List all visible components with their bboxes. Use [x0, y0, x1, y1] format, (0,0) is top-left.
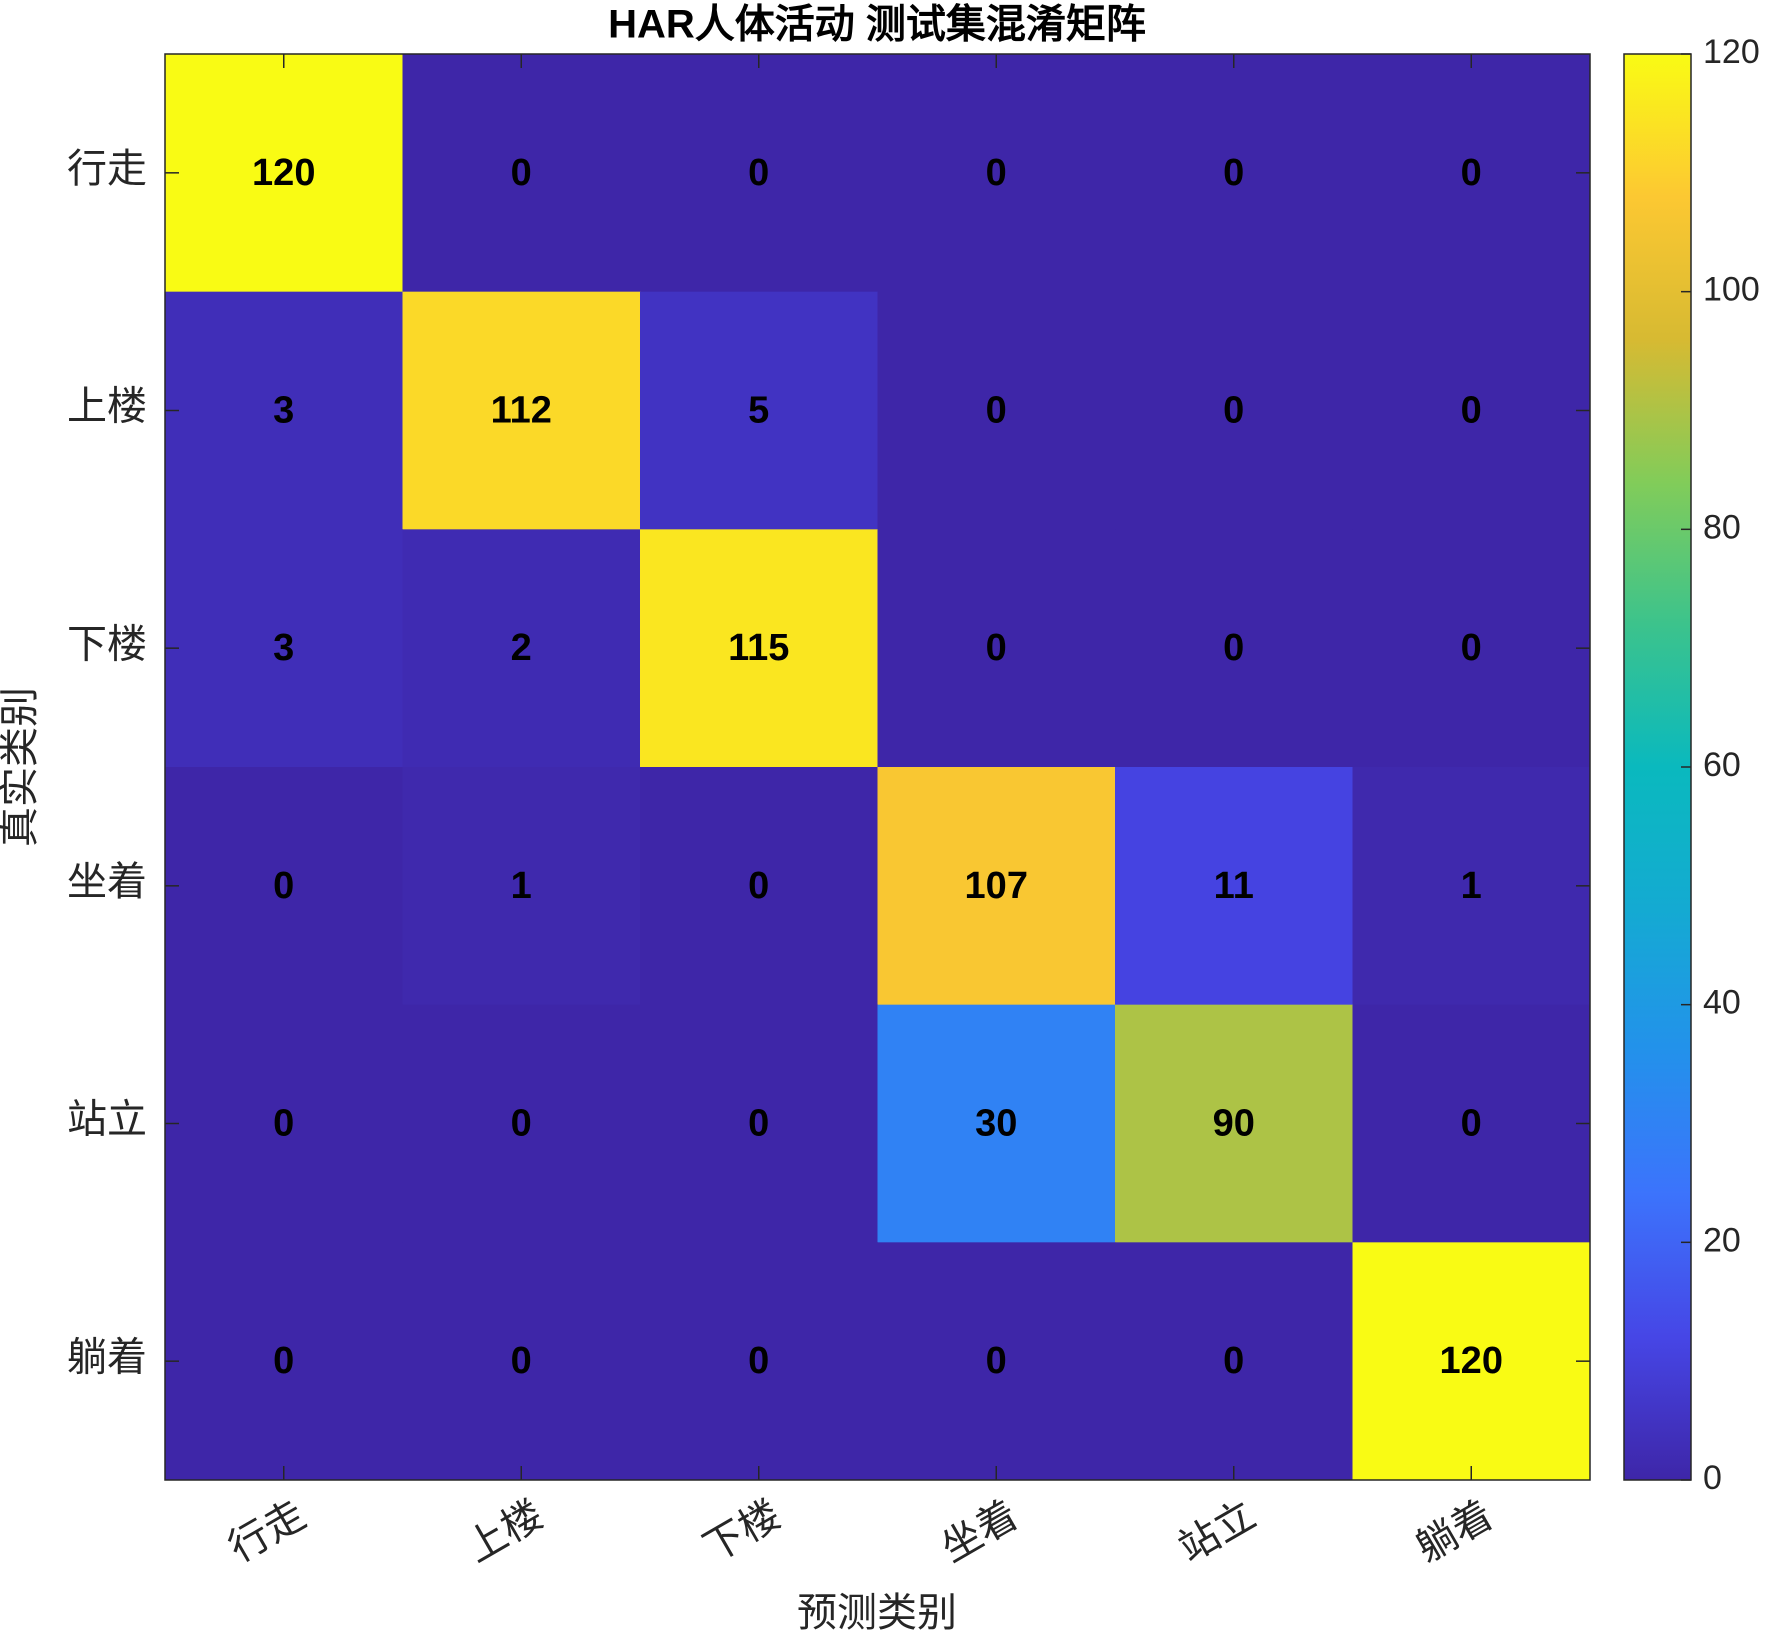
heatmap-cell — [1115, 529, 1353, 768]
heatmap-cell — [402, 291, 641, 530]
cell-label: 11 — [1214, 865, 1254, 907]
heatmap-cell — [877, 1242, 1116, 1481]
heatmap-cell — [165, 1004, 403, 1243]
cell-label: 0 — [273, 1103, 294, 1145]
heatmap-cell — [640, 1004, 878, 1243]
cell-label: 120 — [252, 152, 315, 194]
cell-label: 0 — [748, 865, 769, 907]
heatmap-cell — [165, 1242, 403, 1481]
heatmap-cell — [402, 1004, 641, 1243]
cell-label: 0 — [1223, 390, 1244, 432]
colorbar — [1623, 53, 1692, 1481]
cell-label: 0 — [511, 1340, 532, 1382]
colorbar-tick-label: 20 — [1703, 1221, 1741, 1259]
cell-label: 3 — [273, 627, 294, 669]
heatmap-cell — [1352, 767, 1591, 1006]
heatmap-cell — [1352, 54, 1591, 293]
heatmap-cell — [402, 529, 641, 768]
cell-label: 0 — [986, 1340, 1007, 1382]
heatmap-cell — [877, 529, 1116, 768]
cell-label: 0 — [273, 865, 294, 907]
y-tick-label: 上楼 — [67, 384, 147, 429]
y-tick-label: 行走 — [67, 146, 147, 191]
x-tick-label: 站立 — [1171, 1492, 1263, 1571]
cell-label: 0 — [1461, 152, 1482, 194]
heatmap-cell — [165, 54, 403, 293]
heatmap-cell — [165, 529, 403, 768]
heatmap-cell — [640, 1242, 878, 1481]
heatmap-cell — [1115, 1004, 1353, 1243]
cell-label: 0 — [511, 1103, 532, 1145]
heatmap-cell — [1352, 1242, 1591, 1481]
cell-label: 107 — [965, 865, 1028, 907]
heatmap-cell — [1115, 291, 1353, 530]
cell-label: 112 — [491, 390, 552, 432]
cell-label: 0 — [748, 1103, 769, 1145]
y-tick-label: 躺着 — [67, 1334, 147, 1379]
cell-label: 0 — [1223, 627, 1244, 669]
heatmap-cell — [402, 767, 641, 1006]
heatmap-cell — [402, 1242, 641, 1481]
y-axis-label: 真实类别 — [0, 687, 42, 847]
cell-label: 3 — [273, 390, 294, 432]
plot-frame — [164, 53, 1591, 1481]
heatmap-cell — [640, 767, 878, 1006]
cell-label: 1 — [1461, 865, 1482, 907]
colorbar-tick-label: 100 — [1703, 271, 1760, 309]
cell-label: 0 — [511, 152, 532, 194]
cell-label: 0 — [1461, 627, 1482, 669]
heatmap-cell — [1352, 1004, 1591, 1243]
cell-label: 0 — [748, 1340, 769, 1382]
heatmap-cell — [877, 1004, 1116, 1243]
cell-label: 0 — [273, 1340, 294, 1382]
heatmap-cell — [165, 291, 403, 530]
cell-label: 0 — [1461, 1103, 1482, 1145]
y-tick-label: 站立 — [67, 1097, 147, 1142]
cell-label: 0 — [1461, 390, 1482, 432]
heatmap-cell — [640, 529, 878, 768]
cell-label: 0 — [1223, 152, 1244, 194]
x-tick-label: 下楼 — [696, 1492, 788, 1571]
y-tick-label: 下楼 — [67, 621, 147, 666]
cell-label: 120 — [1440, 1340, 1503, 1382]
x-tick-label: 上楼 — [459, 1492, 551, 1571]
x-axis-label: 预测类别 — [797, 1590, 957, 1635]
cell-label: 0 — [986, 390, 1007, 432]
cell-label: 0 — [748, 152, 769, 194]
chart-title: HAR人体活动 测试集混淆矩阵 — [608, 3, 1146, 47]
heatmap-cell — [640, 291, 878, 530]
colorbar-tick-label: 80 — [1703, 508, 1741, 546]
heatmap-cell — [1352, 291, 1591, 530]
cell-label: 90 — [1213, 1103, 1255, 1145]
colorbar-tick-label: 60 — [1703, 746, 1741, 784]
heatmap-cell — [402, 54, 641, 293]
heatmap-cell — [877, 767, 1116, 1006]
cell-label: 30 — [975, 1103, 1017, 1145]
heatmap-cell — [1115, 1242, 1353, 1481]
x-tick-label: 躺着 — [1409, 1492, 1501, 1571]
x-tick-label: 行走 — [221, 1492, 313, 1571]
heatmap-cell — [877, 291, 1116, 530]
heatmap-cell — [1115, 54, 1353, 293]
heatmap-cell — [640, 54, 878, 293]
cell-label: 0 — [986, 627, 1007, 669]
cell-label: 0 — [986, 152, 1007, 194]
cell-label: 2 — [511, 627, 532, 669]
heatmap-cell — [1352, 529, 1591, 768]
x-tick-label: 坐着 — [934, 1492, 1026, 1571]
heatmap-cell — [165, 767, 403, 1006]
cell-label: 1 — [511, 865, 532, 907]
heatmap-cell — [1115, 767, 1353, 1006]
cell-label: 0 — [1223, 1340, 1244, 1382]
cell-label: 115 — [728, 627, 789, 669]
cell-label: 5 — [748, 390, 769, 432]
colorbar-tick-label: 40 — [1703, 984, 1741, 1022]
y-tick-label: 坐着 — [67, 859, 147, 904]
colorbar-tick-label: 0 — [1703, 1459, 1722, 1497]
heatmap-cell — [877, 54, 1116, 293]
colorbar-tick-label: 120 — [1703, 33, 1760, 71]
